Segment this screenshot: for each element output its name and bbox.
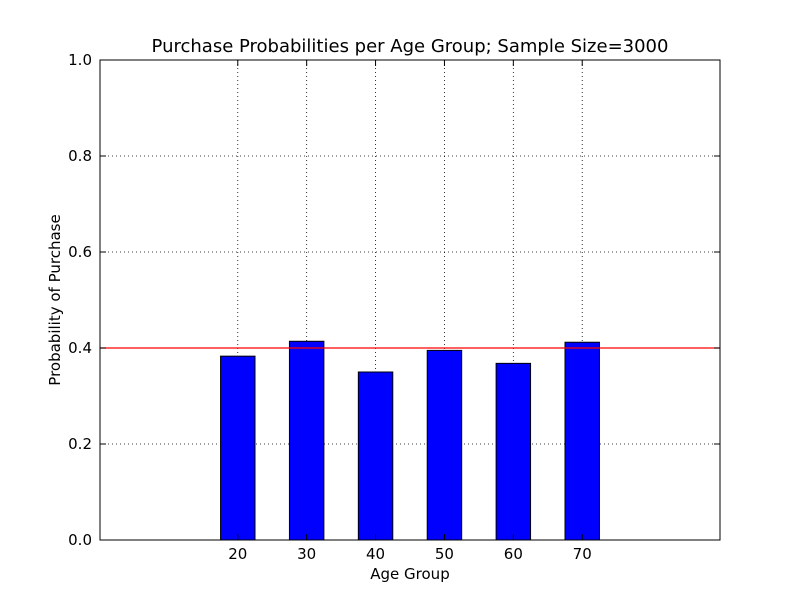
y-tick-label: 1.0 — [68, 51, 92, 69]
bar — [426, 349, 463, 541]
y-tick-label: 0.2 — [68, 435, 92, 453]
y-tick-label: 0.6 — [68, 243, 92, 261]
bar — [564, 341, 600, 541]
y-axis-label: Probability of Purchase — [46, 214, 64, 385]
y-tick-labels: 0.0 0.2 0.4 0.6 0.8 1.0 — [68, 51, 92, 549]
x-tick-label: 50 — [435, 545, 454, 563]
axis-ticks — [100, 59, 720, 541]
bar — [495, 362, 532, 541]
x-tick-label: 40 — [366, 545, 385, 563]
bar — [357, 371, 394, 541]
x-axis-label: Age Group — [370, 565, 449, 583]
chart-title: Purchase Probabilities per Age Group; Sa… — [152, 36, 669, 57]
y-tick-label: 0.4 — [68, 339, 92, 357]
x-tick-label: 30 — [297, 545, 316, 563]
bar — [288, 340, 325, 541]
bars — [220, 340, 600, 541]
y-tick-label: 0.8 — [68, 147, 92, 165]
x-tick-label: 60 — [504, 545, 523, 563]
plot-area-frame — [99, 59, 721, 541]
x-tick-label: 20 — [228, 545, 247, 563]
grid-lines — [100, 60, 720, 540]
x-tick-label: 70 — [573, 545, 592, 563]
y-tick-label: 0.0 — [68, 531, 92, 549]
x-tick-labels: 20 30 40 50 60 70 — [228, 545, 592, 563]
bar — [220, 355, 256, 541]
